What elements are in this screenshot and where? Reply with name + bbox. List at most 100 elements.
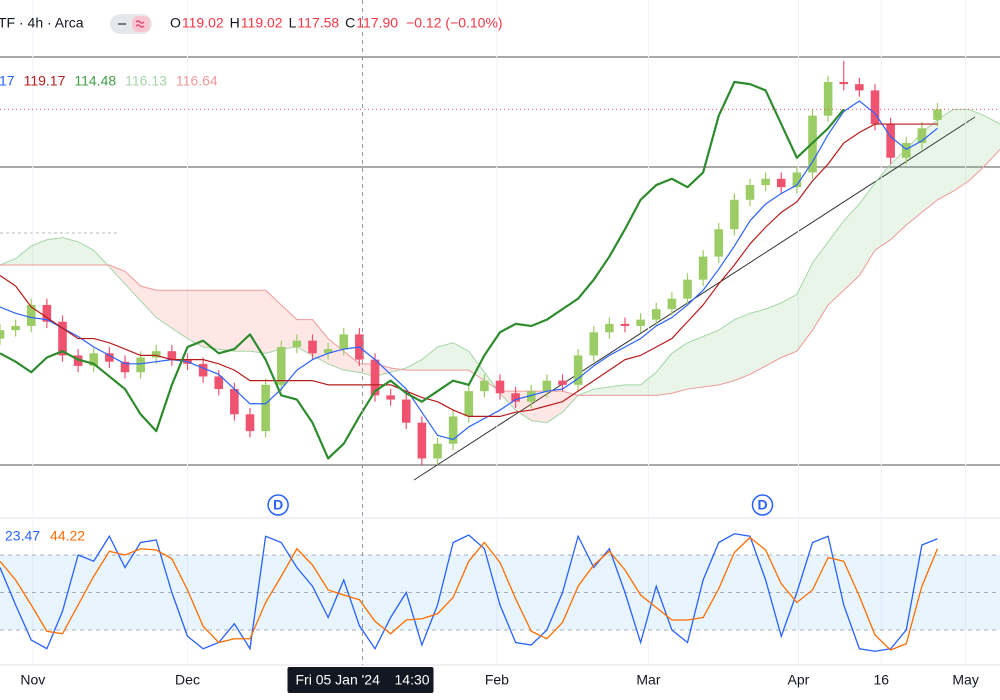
candle-body (683, 279, 692, 299)
candle-body (386, 395, 395, 400)
candle-body (761, 178, 770, 186)
candle-body (370, 359, 380, 396)
candle-body (433, 443, 442, 459)
x-tick-label: Apr (788, 672, 810, 688)
dividend-marker[interactable] (751, 494, 774, 516)
ohlc-value: 117.90 (356, 15, 398, 31)
candle-body (714, 229, 724, 257)
cloud-segment (421, 346, 438, 371)
candle-body (464, 391, 474, 417)
cloud-segment (703, 330, 719, 387)
ohlc-label: O (170, 15, 181, 31)
cloud-segment (796, 262, 813, 352)
crosshair-time: 14:30 (395, 672, 430, 688)
cloud-segment (812, 241, 829, 331)
status-icon (135, 20, 145, 28)
cloud-segment (718, 319, 735, 385)
dividend-label: D (273, 497, 283, 513)
dividend-label: D (757, 497, 767, 513)
cloud-segment (343, 351, 360, 373)
indicator-value: 114.48 (74, 73, 116, 89)
stoch-k-value: 23.47 (5, 528, 40, 544)
cloud-segment (765, 302, 782, 366)
candle-body (136, 357, 145, 373)
candle-body (480, 380, 489, 392)
candle-body (276, 346, 286, 385)
candle-body (776, 178, 786, 188)
stoch-line (0, 536, 939, 651)
candle-body (933, 109, 942, 120)
cloud-segment (609, 384, 625, 396)
candle-body (245, 414, 255, 432)
candle-body (0, 330, 5, 339)
indicator-line (0, 80, 845, 460)
cloud-segment (62, 237, 79, 265)
cloud-segment (125, 271, 141, 301)
cloud-segment (593, 386, 610, 396)
stoch-line (0, 533, 938, 652)
candle-body (58, 321, 67, 356)
cloud-segment (875, 164, 891, 251)
candle-body (636, 319, 645, 326)
cloud-segment (562, 391, 579, 413)
x-tick-label: Nov (20, 672, 45, 688)
dividend-marker[interactable] (267, 494, 289, 516)
cloud-segment (468, 351, 485, 381)
ohlc-label: H (230, 15, 240, 31)
cloud-segment (140, 286, 157, 318)
candle-body (839, 82, 849, 85)
cloud-segment (937, 109, 954, 200)
cloud-segment (734, 313, 750, 381)
candle-body (745, 185, 755, 200)
cloud-segment (953, 109, 969, 192)
candle-body (823, 82, 833, 116)
candle-body (886, 124, 895, 158)
candle-body (339, 334, 349, 350)
candle-body (730, 199, 739, 230)
cloud-segment (250, 290, 266, 354)
candle-body (573, 355, 583, 385)
candle-body (917, 128, 927, 144)
indicator-value: 116.13 (125, 73, 167, 89)
cloud-segment (890, 149, 907, 240)
symbol[interactable]: TF · 4h · Arca (0, 15, 84, 31)
indicator-value: 116.64 (176, 73, 218, 89)
candle-body (89, 353, 99, 366)
x-tick-label: Mar (636, 672, 660, 688)
cloud-segment (15, 246, 32, 265)
cloud-segment (437, 342, 454, 371)
candle-body (667, 298, 677, 310)
ohlc-legend: O 119.02 H 119.02 L 117.58 C 117.90 −0.12 (−0.10… (0, 15, 503, 544)
status-icon (132, 16, 150, 32)
cloud-segment (843, 203, 860, 291)
candle-body (855, 84, 864, 91)
cloud-segment (328, 338, 344, 371)
cloud-segment (625, 384, 641, 396)
ohlc-label: L (289, 15, 297, 31)
candle-body (870, 90, 880, 125)
ohlc-value: 119.02 (182, 15, 224, 31)
crosshair-date: Fri 05 Jan '24 (296, 672, 381, 688)
candle-body (417, 422, 427, 459)
ohlc-value: 117.58 (297, 15, 339, 31)
indicator-line (0, 123, 938, 417)
status-icon (118, 23, 126, 25)
candle-body (651, 309, 661, 320)
candle-body (401, 399, 411, 423)
candle-body (792, 172, 802, 188)
candle-body (901, 143, 911, 158)
candle-body (120, 361, 130, 373)
candle-body (308, 340, 317, 354)
candle-body (605, 323, 614, 333)
cloud-segment (46, 237, 63, 265)
cloud-segment (156, 290, 172, 329)
candle-body (261, 384, 270, 432)
candle-body (42, 304, 52, 322)
x-tick-label: 16 (873, 672, 889, 688)
cloud-segment (781, 294, 797, 358)
cloud-segment (234, 290, 250, 352)
ohlc-change: −0.12 (−0.10%) (406, 15, 503, 31)
